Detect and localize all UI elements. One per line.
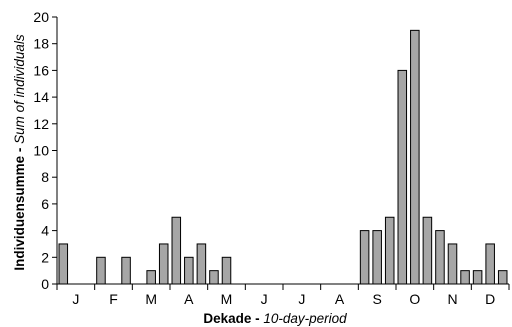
- x-month-label: F: [109, 291, 118, 307]
- bar-28-O1: [397, 69, 408, 285]
- x-month-label: A: [184, 291, 194, 307]
- bar-36-D3: [497, 270, 508, 285]
- x-month-label: A: [335, 291, 345, 307]
- bar-6-F3: [121, 256, 131, 285]
- bar-33-N3: [460, 270, 470, 285]
- y-axis-title-separator: -: [12, 144, 27, 156]
- x-month-label: J: [261, 291, 268, 307]
- bar-4-F1: [96, 256, 106, 285]
- bar-30-O3: [422, 216, 433, 285]
- y-tick-label: 18: [33, 36, 49, 52]
- y-tick-label: 10: [33, 143, 49, 159]
- x-month-label: N: [447, 291, 457, 307]
- bar-31-N1: [435, 230, 445, 285]
- y-ticks-group: 0 2 4 6 8 10 12 14 16 18 20: [33, 9, 57, 292]
- bars-group: [58, 29, 508, 285]
- x-month-label: J: [298, 291, 305, 307]
- bar-13-M1: [209, 270, 219, 285]
- x-axis-title-separator: -: [251, 311, 263, 326]
- x-axis-title-sub: 10-day-period: [263, 311, 347, 326]
- y-axis-title: Individuensumme - Sum of individuals: [12, 34, 27, 271]
- x-month-label: O: [409, 291, 420, 307]
- x-axis-title-main: Dekade: [203, 311, 252, 326]
- x-month-label: D: [485, 291, 495, 307]
- bar-27-S3: [384, 216, 395, 285]
- bar-14-M2: [221, 256, 232, 285]
- bar-9-M3: [158, 243, 169, 285]
- bar-1-J1: [58, 243, 69, 285]
- bar-25-S1: [359, 230, 370, 285]
- bar-10-A1: [171, 216, 182, 285]
- bar-34-D1: [472, 270, 483, 285]
- bar-12-A3: [196, 243, 207, 285]
- bar-8-M2: [146, 270, 156, 285]
- bar-29-O2: [410, 29, 420, 285]
- bar-32-N2: [447, 243, 458, 285]
- y-tick-label: 20: [33, 9, 49, 25]
- y-tick-label: 2: [41, 249, 49, 265]
- y-axis-title-sub: Sum of individuals: [12, 34, 27, 144]
- y-tick-label: 4: [41, 223, 49, 239]
- x-axis-title: Dekade - 10-day-period: [203, 311, 347, 326]
- x-month-label: M: [145, 291, 157, 307]
- y-tick-label: 16: [33, 62, 49, 78]
- bar-35-D2: [485, 243, 495, 285]
- x-month-label: J: [72, 291, 79, 307]
- bar-11-A2: [184, 256, 194, 285]
- y-tick-label: 0: [41, 276, 49, 292]
- y-axis-title-main: Individuensumme: [12, 155, 27, 270]
- y-tick-label: 12: [33, 116, 49, 132]
- y-tick-label: 8: [41, 169, 49, 185]
- x-month-label: S: [372, 291, 381, 307]
- x-month-label: M: [221, 291, 233, 307]
- bar-26-S2: [372, 230, 382, 285]
- y-tick-label: 6: [41, 196, 49, 212]
- y-tick-label: 14: [33, 89, 49, 105]
